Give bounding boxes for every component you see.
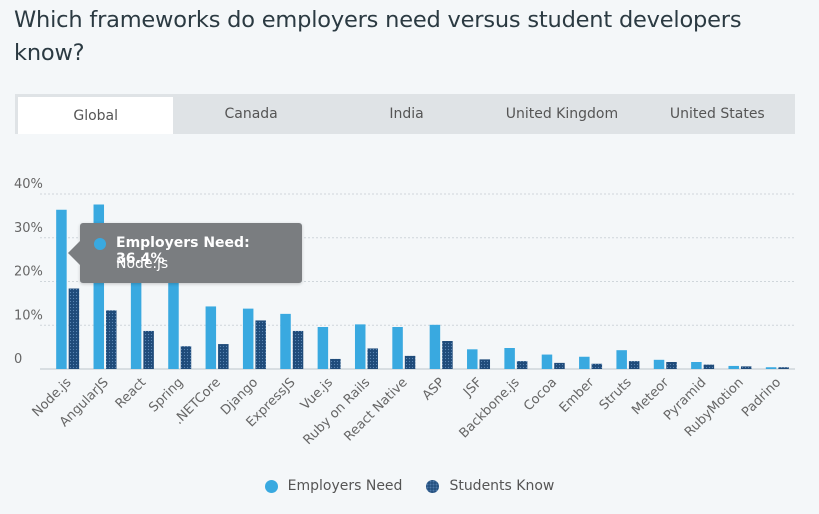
x-tick-label: JSF <box>460 375 485 400</box>
tooltip-value: 36.4% <box>116 251 165 267</box>
bar-employers-need[interactable] <box>504 348 515 369</box>
legend-item-students[interactable]: Students Know <box>426 478 554 494</box>
bar-students-know[interactable] <box>143 330 154 369</box>
legend-students-label: Students Know <box>449 478 555 494</box>
tooltip-series: Employers Need <box>116 235 245 251</box>
tooltip: Employers Need: 36.4% Node.js <box>68 223 302 283</box>
bar-employers-need[interactable] <box>168 281 179 370</box>
bar-students-know[interactable] <box>442 341 453 369</box>
bar-employers-need[interactable] <box>205 306 217 369</box>
y-tick-label: 30% <box>14 221 43 236</box>
tooltip-series-dot <box>94 238 106 250</box>
legend: Employers Need Students Know <box>0 478 819 494</box>
bar-students-know[interactable] <box>666 362 677 369</box>
bar-students-know[interactable] <box>516 361 528 369</box>
legend-employers-label: Employers Need <box>287 478 403 494</box>
bar-students-know[interactable] <box>292 330 304 369</box>
chart-title: Which frameworks do employers need versu… <box>14 7 742 66</box>
bar-employers-need[interactable] <box>467 349 478 369</box>
bar-students-know[interactable] <box>479 359 491 369</box>
tab-united-states[interactable]: United States <box>669 106 765 122</box>
bar-students-know[interactable] <box>68 288 80 370</box>
y-tick-label: 40% <box>14 177 43 192</box>
legend-item-employers[interactable]: Employers Need <box>264 478 403 494</box>
bar-students-know[interactable] <box>180 346 192 369</box>
bar-employers-need[interactable] <box>280 313 291 369</box>
x-tick-label: Padrino <box>739 375 784 420</box>
bar-employers-need[interactable] <box>354 324 366 369</box>
x-tick-label: Cocoa <box>521 375 560 414</box>
students-swatch <box>426 479 440 493</box>
bar-students-know[interactable] <box>255 320 266 369</box>
bar-employers-need[interactable] <box>93 204 105 370</box>
y-tick-label: 20% <box>14 265 43 280</box>
bar-students-know[interactable] <box>106 310 117 369</box>
bar-employers-need[interactable] <box>56 209 67 369</box>
tab-canada[interactable]: Canada <box>224 106 278 122</box>
bar-employers-need[interactable] <box>242 308 254 369</box>
bar-employers-need[interactable] <box>392 327 403 369</box>
tooltip-category: Node.js <box>116 256 169 272</box>
bar-employers-need[interactable] <box>691 362 702 369</box>
employers-swatch <box>264 479 278 493</box>
bar-students-know[interactable] <box>330 358 341 369</box>
bar-employers-need[interactable] <box>317 327 329 369</box>
bar-employers-need[interactable] <box>541 354 553 369</box>
tooltip-heading: Employers Need: 36.4% <box>116 235 250 267</box>
x-tick-label: ASP <box>420 375 448 403</box>
bar-students-know[interactable] <box>554 362 565 369</box>
region-tabs: Global Canada India United Kingdom Unite… <box>15 94 795 134</box>
bar-students-know[interactable] <box>404 355 416 369</box>
x-tick-label: React <box>113 375 150 412</box>
y-tick-label: 0 <box>14 352 22 367</box>
bar-students-know[interactable] <box>778 367 789 369</box>
bar-employers-need[interactable] <box>616 350 627 369</box>
bar-students-know[interactable] <box>628 361 640 369</box>
tab-india[interactable]: India <box>389 106 424 122</box>
bar-employers-need[interactable] <box>429 324 441 369</box>
bar-employers-need[interactable] <box>653 359 665 369</box>
bar-students-know[interactable] <box>740 366 752 369</box>
tab-united-kingdom[interactable]: United Kingdom <box>505 106 619 122</box>
bar-employers-need[interactable] <box>579 356 590 369</box>
bar-employers-need[interactable] <box>765 367 777 369</box>
bar-employers-need[interactable] <box>728 365 739 369</box>
y-tick-label: 10% <box>14 308 43 323</box>
bar-students-know[interactable] <box>367 348 378 369</box>
bar-students-know[interactable] <box>218 344 229 369</box>
bar-students-know[interactable] <box>591 363 603 369</box>
tab-global[interactable]: Global <box>18 97 174 134</box>
bar-employers-need[interactable] <box>130 279 142 369</box>
bar-students-know[interactable] <box>703 364 715 369</box>
x-tick-label: Ember <box>557 375 598 416</box>
